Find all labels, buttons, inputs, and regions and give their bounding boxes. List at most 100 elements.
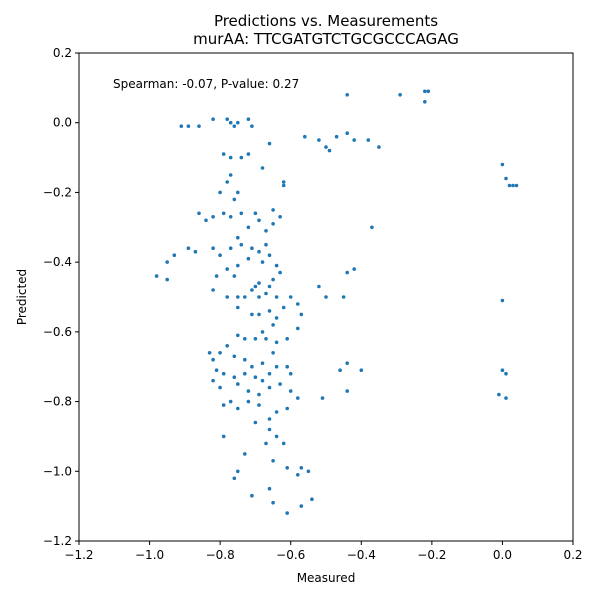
plot-frame bbox=[78, 52, 574, 542]
y-tick-label: 0.0 bbox=[53, 116, 72, 130]
data-point bbox=[225, 180, 229, 184]
data-point bbox=[228, 120, 233, 125]
data-point bbox=[221, 403, 226, 407]
y-axis-label: Predicted bbox=[15, 269, 29, 325]
data-point bbox=[306, 469, 311, 474]
data-point bbox=[250, 124, 254, 128]
data-point bbox=[165, 260, 169, 264]
data-point bbox=[317, 284, 321, 289]
data-point bbox=[278, 382, 282, 386]
data-point bbox=[352, 267, 357, 271]
data-point bbox=[236, 120, 240, 125]
data-point bbox=[507, 183, 512, 188]
data-point bbox=[193, 249, 198, 254]
data-point bbox=[423, 100, 427, 104]
data-point bbox=[236, 382, 240, 386]
data-point bbox=[257, 403, 261, 407]
chart-title: Predictions vs. Measurements bbox=[214, 12, 438, 30]
data-point bbox=[179, 124, 184, 128]
data-point bbox=[211, 288, 215, 292]
data-point bbox=[264, 441, 268, 446]
data-point bbox=[264, 229, 268, 233]
data-point bbox=[243, 452, 247, 456]
data-point bbox=[285, 511, 290, 515]
data-point bbox=[299, 504, 304, 508]
data-point bbox=[264, 242, 268, 247]
data-point bbox=[186, 246, 191, 250]
data-point bbox=[236, 190, 240, 195]
y-tick-label: −0.4 bbox=[43, 255, 72, 269]
data-point bbox=[211, 357, 215, 362]
data-point bbox=[221, 434, 226, 439]
data-point bbox=[221, 152, 226, 156]
data-point bbox=[228, 399, 233, 404]
data-point bbox=[204, 218, 208, 223]
data-point bbox=[228, 173, 233, 177]
data-point bbox=[511, 183, 515, 188]
data-point bbox=[271, 222, 275, 226]
data-point bbox=[232, 124, 237, 128]
data-point bbox=[232, 375, 237, 380]
data-point bbox=[377, 145, 381, 149]
data-point bbox=[274, 364, 279, 369]
data-point bbox=[250, 493, 254, 498]
data-point bbox=[243, 337, 247, 341]
data-point bbox=[250, 364, 254, 369]
data-point bbox=[345, 361, 350, 366]
data-point bbox=[250, 288, 254, 292]
data-point bbox=[243, 371, 247, 376]
data-point bbox=[345, 131, 350, 135]
data-point bbox=[500, 162, 505, 167]
data-point bbox=[228, 246, 233, 250]
data-point bbox=[236, 295, 240, 299]
data-point bbox=[271, 459, 275, 463]
data-point bbox=[236, 333, 240, 338]
data-point bbox=[253, 284, 258, 289]
data-point bbox=[267, 427, 272, 432]
data-point bbox=[288, 371, 293, 376]
y-tick-label: 0.2 bbox=[53, 46, 72, 60]
data-point bbox=[260, 260, 265, 264]
data-point bbox=[232, 354, 237, 359]
data-point bbox=[504, 371, 508, 376]
data-point bbox=[359, 368, 364, 373]
data-point bbox=[218, 190, 222, 195]
data-point bbox=[243, 357, 247, 362]
data-point bbox=[426, 89, 431, 94]
y-tick-label: −1.2 bbox=[43, 534, 72, 548]
data-point bbox=[497, 392, 501, 397]
x-axis-ticks: −1.2 −1.0 −0.8 −0.6 −0.4 −0.2 0.0 0.2 bbox=[64, 541, 583, 562]
data-point bbox=[236, 305, 240, 310]
data-point bbox=[500, 368, 505, 373]
data-point bbox=[257, 295, 261, 299]
data-point bbox=[345, 270, 350, 275]
data-point bbox=[218, 253, 222, 257]
x-tick-label: −0.4 bbox=[347, 548, 376, 562]
data-point bbox=[239, 155, 244, 160]
data-point bbox=[218, 351, 222, 355]
data-point bbox=[267, 141, 272, 146]
data-point bbox=[299, 466, 304, 470]
data-point bbox=[296, 473, 300, 477]
data-point bbox=[211, 215, 215, 219]
data-point bbox=[281, 305, 286, 310]
data-point bbox=[197, 124, 201, 128]
data-point bbox=[267, 385, 272, 390]
data-point bbox=[257, 281, 261, 285]
y-tick-label: −1.0 bbox=[43, 464, 72, 478]
data-point bbox=[288, 389, 293, 393]
data-point bbox=[246, 225, 251, 230]
data-point bbox=[260, 330, 265, 334]
data-point bbox=[246, 152, 251, 156]
data-point bbox=[341, 295, 346, 299]
data-point bbox=[257, 392, 261, 397]
data-point bbox=[197, 211, 201, 216]
data-point bbox=[154, 274, 159, 278]
data-point bbox=[274, 340, 279, 345]
data-point bbox=[253, 337, 258, 341]
data-point bbox=[214, 368, 219, 373]
data-point bbox=[264, 337, 268, 341]
data-point bbox=[271, 351, 275, 355]
